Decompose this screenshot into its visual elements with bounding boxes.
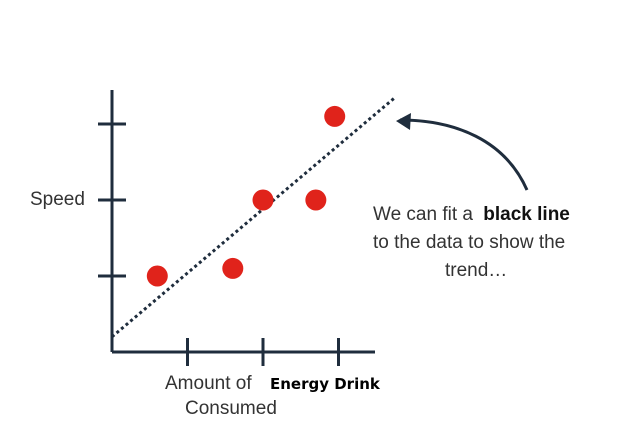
annotation-arrow-curve bbox=[399, 118, 529, 191]
ticks bbox=[98, 122, 340, 366]
annotation-line-1-text: We can fit a bbox=[373, 204, 473, 225]
data-point-3 bbox=[252, 189, 274, 211]
annotation-line-3: trend… bbox=[445, 260, 507, 281]
data-point-4 bbox=[305, 189, 327, 211]
trend-line-group bbox=[111, 96, 397, 338]
data-points bbox=[146, 105, 346, 287]
data-point-1 bbox=[146, 265, 168, 287]
trend-line bbox=[111, 96, 397, 338]
annotation-line-2: to the data to show the bbox=[373, 232, 565, 253]
annotation-arrow-head bbox=[396, 113, 411, 130]
axes bbox=[110, 90, 375, 354]
annotation-line-1: We can fit a black line bbox=[373, 204, 570, 225]
x-axis-label-part2: Energy Drink bbox=[270, 375, 381, 393]
x-axis-label-part3: Consumed bbox=[185, 398, 277, 419]
data-point-2 bbox=[222, 257, 244, 279]
x-axis-label-part1: Amount of bbox=[165, 373, 252, 394]
data-point-5 bbox=[324, 105, 346, 127]
annotation-bold-text: black line bbox=[483, 204, 570, 225]
y-axis-label: Speed bbox=[30, 189, 85, 210]
